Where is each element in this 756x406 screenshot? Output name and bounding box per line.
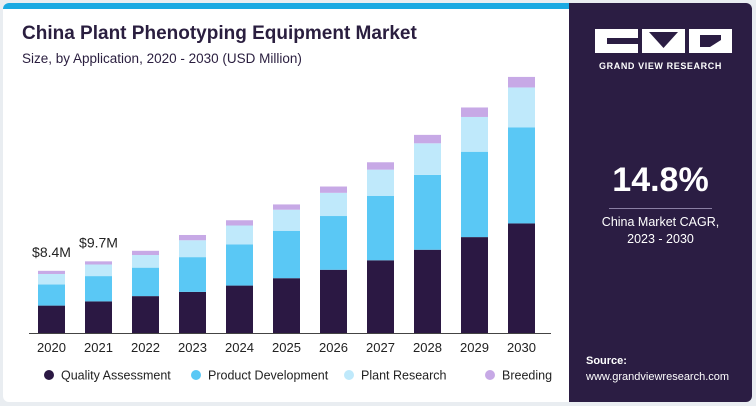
bar-product-development-2020 xyxy=(38,284,65,306)
bar-plant-research-2025 xyxy=(273,209,300,231)
bar-plant-research-2023 xyxy=(179,240,206,258)
bar-product-development-2021 xyxy=(85,276,112,302)
bar-quality-assessment-2025 xyxy=(273,278,300,333)
bar-product-development-2030 xyxy=(508,127,535,224)
bar-plant-research-2030 xyxy=(508,87,535,128)
bar-quality-assessment-2028 xyxy=(414,249,441,333)
bar-breeding-2027 xyxy=(367,162,394,170)
x-tick-label: 2021 xyxy=(84,340,113,355)
bar-quality-assessment-2030 xyxy=(508,223,535,333)
legend-marker-product-development xyxy=(191,370,201,380)
bar-product-development-2026 xyxy=(320,216,347,270)
x-tick-label: 2022 xyxy=(131,340,160,355)
legend-label: Breeding xyxy=(502,369,552,383)
x-tick-label: 2020 xyxy=(37,340,66,355)
bar-quality-assessment-2020 xyxy=(38,305,65,333)
bar-quality-assessment-2023 xyxy=(179,291,206,333)
source-label: Source: xyxy=(586,355,627,367)
cagr-label-line1: China Market CAGR, xyxy=(601,215,720,229)
chart-card: China Plant Phenotyping Equipment Market… xyxy=(3,3,752,402)
bar-breeding-2029 xyxy=(461,107,488,117)
accent-bar xyxy=(3,3,569,9)
legend-marker-breeding xyxy=(485,370,495,380)
bar-breeding-2026 xyxy=(320,186,347,193)
bar-product-development-2025 xyxy=(273,230,300,279)
legend-marker-quality-assessment xyxy=(44,370,54,380)
bar-plant-research-2022 xyxy=(132,255,159,268)
legend-marker-plant-research xyxy=(344,370,354,380)
x-tick-label: 2024 xyxy=(225,340,254,355)
bar-quality-assessment-2026 xyxy=(320,269,347,333)
bar-plant-research-2021 xyxy=(85,264,112,277)
bar-plant-research-2020 xyxy=(38,273,65,285)
cagr-value: 14.8% xyxy=(612,161,709,199)
divider xyxy=(609,208,712,209)
bar-breeding-2028 xyxy=(414,134,441,144)
bar-quality-assessment-2024 xyxy=(226,285,253,333)
bar-product-development-2024 xyxy=(226,244,253,286)
brand-name: GRAND VIEW RESEARCH xyxy=(599,61,722,71)
grand-view-research-logo-icon xyxy=(595,29,732,53)
bar-breeding-2025 xyxy=(273,204,300,210)
bar-plant-research-2026 xyxy=(320,192,347,217)
bar-quality-assessment-2022 xyxy=(132,296,159,333)
bar-product-development-2027 xyxy=(367,196,394,261)
bar-breeding-2021 xyxy=(85,261,112,265)
bar-product-development-2022 xyxy=(132,267,159,297)
x-tick-label: 2026 xyxy=(319,340,348,355)
x-tick-label: 2029 xyxy=(460,340,489,355)
x-tick-label: 2023 xyxy=(178,340,207,355)
bar-quality-assessment-2021 xyxy=(85,301,112,333)
bar-plant-research-2029 xyxy=(461,116,488,152)
bar-breeding-2022 xyxy=(132,250,159,256)
bar-product-development-2028 xyxy=(414,174,441,250)
bar-product-development-2023 xyxy=(179,257,206,292)
bar-breeding-2030 xyxy=(508,76,535,88)
x-tick-label: 2028 xyxy=(413,340,442,355)
bar-quality-assessment-2029 xyxy=(461,237,488,333)
bar-plant-research-2028 xyxy=(414,143,441,175)
legend-label: Quality Assessment xyxy=(61,369,171,383)
chart-title: China Plant Phenotyping Equipment Market xyxy=(22,23,417,44)
x-tick-label: 2027 xyxy=(366,340,395,355)
bar-breeding-2023 xyxy=(179,234,206,241)
x-tick-label: 2030 xyxy=(507,340,536,355)
bar-breeding-2024 xyxy=(226,220,253,226)
data-label-2021: $9.7M xyxy=(79,234,118,250)
bar-plant-research-2024 xyxy=(226,225,253,245)
bar-breeding-2020 xyxy=(38,270,65,274)
legend-label: Plant Research xyxy=(361,369,447,383)
source-url: www.grandviewresearch.com xyxy=(586,371,730,383)
x-tick-label: 2025 xyxy=(272,340,301,355)
chart-subtitle: Size, by Application, 2020 - 2030 (USD M… xyxy=(22,51,302,66)
cagr-label-line2: 2023 - 2030 xyxy=(627,232,694,246)
bar-plant-research-2027 xyxy=(367,169,394,196)
stacked-bar-chart: 2020 2021 2022 2023 2024 2025 2026 2027 2028 2029… xyxy=(29,76,552,383)
sidebar-panel: GRAND VIEW RESEARCH 14.8% China Market C… xyxy=(569,3,752,402)
data-label-2020: $8.4M xyxy=(32,244,71,260)
legend-label: Product Development xyxy=(208,369,329,383)
bar-quality-assessment-2027 xyxy=(367,260,394,333)
cagr-label: China Market CAGR, 2023 - 2030 xyxy=(569,214,752,248)
bar-product-development-2029 xyxy=(461,151,488,238)
